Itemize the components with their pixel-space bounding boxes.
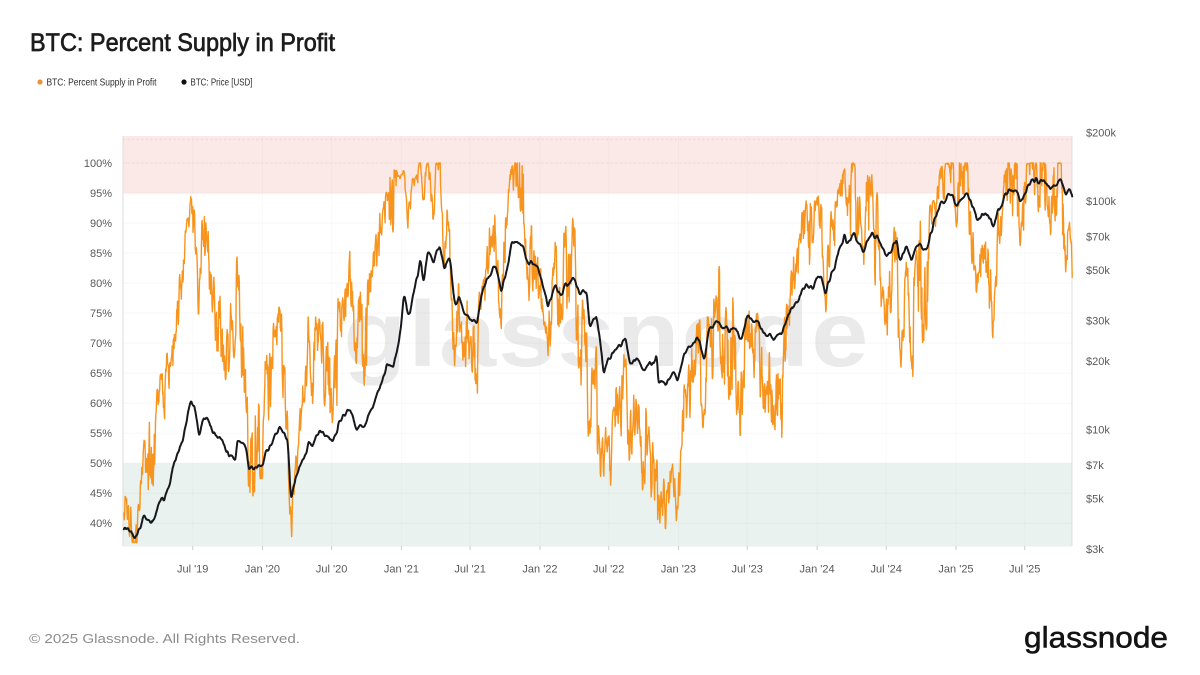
svg-text:$7k: $7k <box>1086 460 1104 472</box>
svg-text:Jan '20: Jan '20 <box>245 564 280 576</box>
svg-text:Jan '25: Jan '25 <box>938 564 973 576</box>
svg-text:Jul '19: Jul '19 <box>177 564 208 576</box>
svg-text:$20k: $20k <box>1086 356 1110 368</box>
svg-text:45%: 45% <box>90 488 112 500</box>
svg-text:Jan '23: Jan '23 <box>661 564 696 576</box>
svg-text:Jul '22: Jul '22 <box>593 564 624 576</box>
svg-text:80%: 80% <box>90 278 112 290</box>
svg-text:$50k: $50k <box>1086 265 1110 277</box>
svg-text:Jul '21: Jul '21 <box>454 564 485 576</box>
svg-text:$30k: $30k <box>1086 316 1110 328</box>
svg-text:50%: 50% <box>90 458 112 470</box>
svg-text:75%: 75% <box>90 308 112 320</box>
svg-text:40%: 40% <box>90 518 112 530</box>
svg-text:Jul '24: Jul '24 <box>870 564 901 576</box>
svg-text:Jul '20: Jul '20 <box>316 564 347 576</box>
svg-text:$100k: $100k <box>1086 196 1116 208</box>
svg-text:Jan '22: Jan '22 <box>522 564 557 576</box>
svg-text:BTC: Percent Supply in Profit: BTC: Percent Supply in Profit <box>47 78 157 89</box>
svg-text:BTC: Price [USD]: BTC: Price [USD] <box>191 78 253 89</box>
svg-text:glassnode: glassnode <box>344 282 871 386</box>
svg-text:Jul '25: Jul '25 <box>1009 564 1040 576</box>
svg-text:$200k: $200k <box>1086 127 1116 139</box>
svg-text:BTC: Percent Supply in Profit: BTC: Percent Supply in Profit <box>30 29 335 57</box>
svg-text:65%: 65% <box>90 368 112 380</box>
svg-text:Jan '24: Jan '24 <box>800 564 835 576</box>
svg-text:60%: 60% <box>90 398 112 410</box>
svg-text:55%: 55% <box>90 428 112 440</box>
svg-text:70%: 70% <box>90 338 112 350</box>
svg-text:90%: 90% <box>90 218 112 230</box>
svg-text:$10k: $10k <box>1086 425 1110 437</box>
svg-text:© 2025 Glassnode. All Rights R: © 2025 Glassnode. All Rights Reserved. <box>29 631 300 646</box>
svg-text:$5k: $5k <box>1086 494 1104 506</box>
svg-text:$3k: $3k <box>1086 544 1104 556</box>
svg-text:$70k: $70k <box>1086 232 1110 244</box>
svg-text:100%: 100% <box>84 158 112 170</box>
svg-text:85%: 85% <box>90 248 112 260</box>
svg-text:Jan '21: Jan '21 <box>384 564 419 576</box>
svg-text:Jul '23: Jul '23 <box>731 564 762 576</box>
svg-text:glassnode: glassnode <box>1024 622 1168 655</box>
svg-text:95%: 95% <box>90 188 112 200</box>
